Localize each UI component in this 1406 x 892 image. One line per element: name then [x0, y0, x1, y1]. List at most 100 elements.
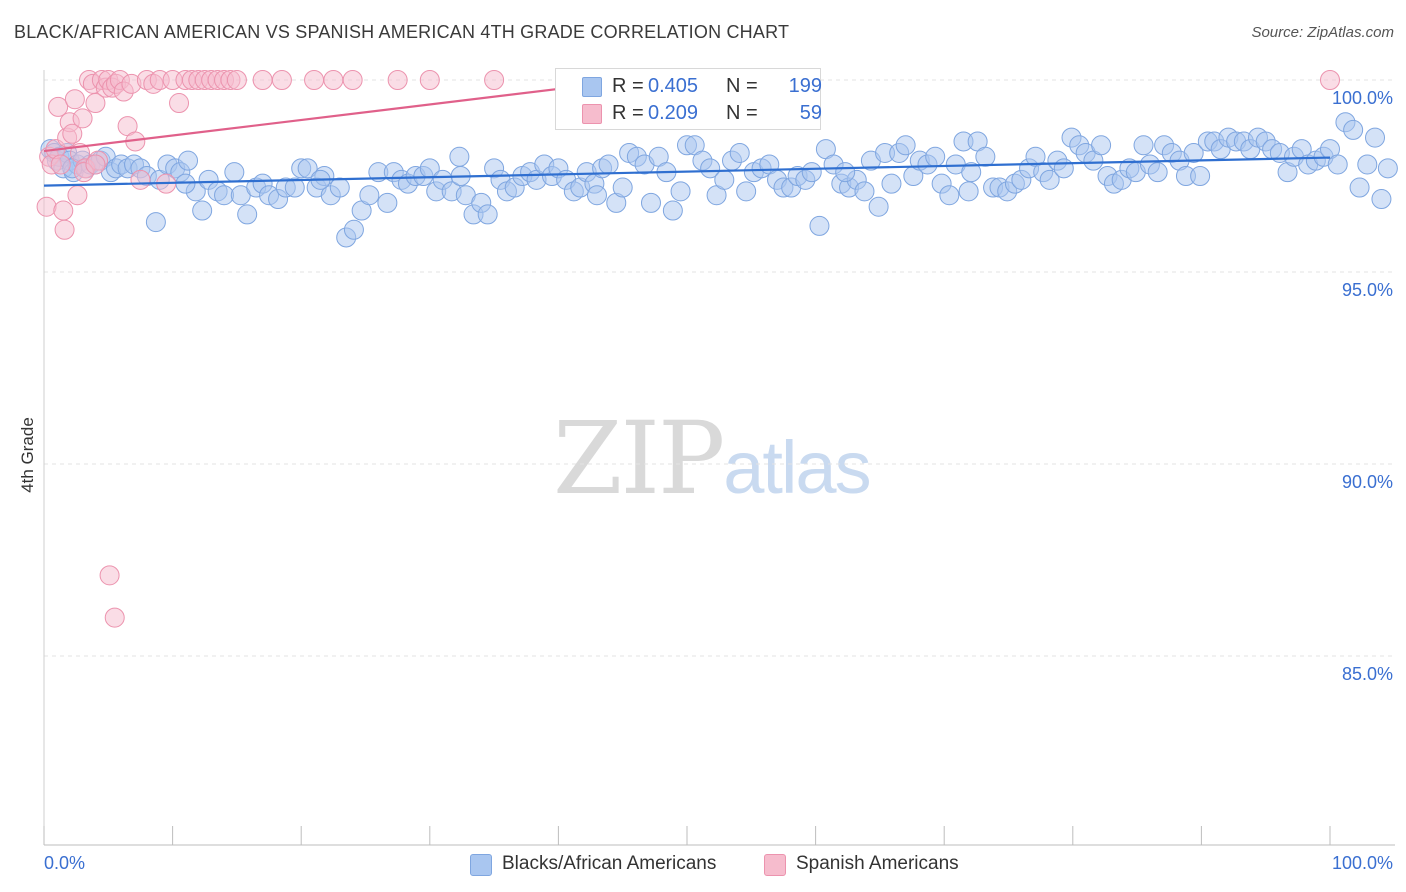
data-point-spanish [85, 93, 106, 114]
tick-labels: 85.0% 90.0% 95.0% 100.0% 0.0% 100.0% [44, 88, 1393, 873]
data-point-spanish [50, 154, 71, 175]
trend-line-spanish [43, 80, 617, 153]
source-label: Source: ZipAtlas.com [1251, 24, 1394, 41]
data-point-blacks [809, 215, 830, 236]
data-point-blacks [192, 200, 213, 221]
y-tick-label: 100.0% [1332, 88, 1393, 108]
data-point-blacks [736, 181, 757, 202]
data-point-spanish [304, 70, 325, 90]
data-point-blacks [961, 162, 982, 183]
data-point-blacks [359, 185, 380, 206]
bottom-legend-label: Blacks/African Americans [502, 853, 717, 874]
legend-r-value: 0.209 [648, 102, 699, 124]
data-point-blacks [1147, 162, 1168, 183]
legend-r-label: R = [612, 75, 644, 97]
data-point-blacks [1349, 177, 1370, 198]
data-point-blacks [1371, 189, 1392, 210]
data-point-blacks [975, 146, 996, 167]
data-point-blacks [377, 192, 398, 213]
data-point-blacks [586, 185, 607, 206]
x-tick-label: 0.0% [44, 853, 85, 873]
y-tick-label: 95.0% [1342, 280, 1393, 300]
data-point-blacks [237, 204, 258, 225]
data-point-spanish [36, 196, 57, 217]
data-point-spanish [271, 70, 292, 90]
data-point-spanish [419, 70, 440, 90]
data-point-spanish [62, 123, 83, 144]
y-tick-label: 85.0% [1342, 664, 1393, 684]
watermark: ZIPatlas [553, 400, 872, 517]
y-tick-label: 90.0% [1342, 472, 1393, 492]
data-point-blacks [477, 204, 498, 225]
data-point-blacks [145, 212, 166, 233]
data-point-blacks [1183, 142, 1204, 163]
data-point-spanish [342, 70, 363, 90]
data-point-blacks [868, 196, 889, 217]
data-point-blacks [1327, 154, 1348, 175]
legend-n-value: 59 [799, 102, 822, 124]
stats-legend: R = 0.405 N = 199 R = 0.209 N = 59 [555, 68, 822, 130]
legend-swatch-blacks [582, 77, 602, 97]
data-point-spanish [99, 565, 120, 586]
chart-title: BLACK/AFRICAN AMERICAN VS SPANISH AMERIC… [14, 22, 790, 42]
data-point-spanish [226, 70, 247, 90]
watermark-atlas: atlas [723, 426, 871, 509]
bottom-legend-swatch-blacks [470, 854, 492, 876]
trend-line-blacks [43, 156, 1331, 187]
data-point-spanish [104, 607, 125, 628]
series-blacks [40, 112, 1398, 248]
data-point-blacks [1357, 154, 1378, 175]
bottom-legend-label: Spanish Americans [796, 853, 959, 874]
data-point-blacks [1343, 119, 1364, 140]
data-point-blacks [214, 185, 235, 206]
trend-lines [43, 80, 1331, 187]
data-point-spanish [1320, 70, 1340, 90]
data-point-spanish [54, 219, 75, 240]
data-point-spanish [387, 70, 408, 90]
data-point-blacks [835, 162, 856, 183]
data-point-spanish [130, 169, 151, 190]
data-point-blacks [881, 173, 902, 194]
data-point-spanish [484, 70, 505, 90]
data-point-blacks [598, 154, 619, 175]
data-point-blacks [1053, 158, 1074, 179]
data-point-blacks [854, 181, 875, 202]
data-point-blacks [895, 135, 916, 156]
data-point-blacks [1377, 158, 1398, 179]
data-point-blacks [958, 181, 979, 202]
data-point-blacks [729, 142, 750, 163]
data-point-blacks [343, 219, 364, 240]
data-point-blacks [714, 169, 735, 190]
data-point-spanish [252, 70, 273, 90]
legend-r-label: R = [612, 102, 644, 124]
data-point-blacks [449, 146, 470, 167]
x-tick-label: 100.0% [1332, 853, 1393, 873]
data-point-blacks [178, 150, 199, 171]
legend-n-label: N = [726, 102, 758, 124]
data-point-blacks [1039, 169, 1060, 190]
data-point-blacks [1091, 135, 1112, 156]
data-point-blacks [700, 158, 721, 179]
data-point-spanish [53, 200, 74, 221]
data-point-blacks [670, 181, 691, 202]
data-point-blacks [1190, 166, 1211, 186]
data-point-blacks [224, 162, 245, 183]
data-point-blacks [1365, 127, 1386, 148]
data-point-blacks [284, 177, 305, 198]
data-point-spanish [85, 154, 106, 175]
series-spanish [36, 70, 1340, 628]
data-point-spanish [67, 185, 88, 206]
legend-n-label: N = [726, 75, 758, 97]
data-point-blacks [297, 158, 318, 179]
data-point-blacks [925, 146, 946, 167]
legend-swatch-spanish [582, 104, 602, 124]
data-point-blacks [640, 192, 661, 213]
data-point-spanish [323, 70, 344, 90]
data-point-blacks [329, 177, 350, 198]
bottom-legend-swatch-spanish [764, 854, 786, 876]
data-point-blacks [662, 200, 683, 221]
watermark-zip: ZIP [553, 400, 725, 517]
data-point-blacks [801, 162, 822, 183]
legend-n-value: 199 [788, 75, 822, 97]
